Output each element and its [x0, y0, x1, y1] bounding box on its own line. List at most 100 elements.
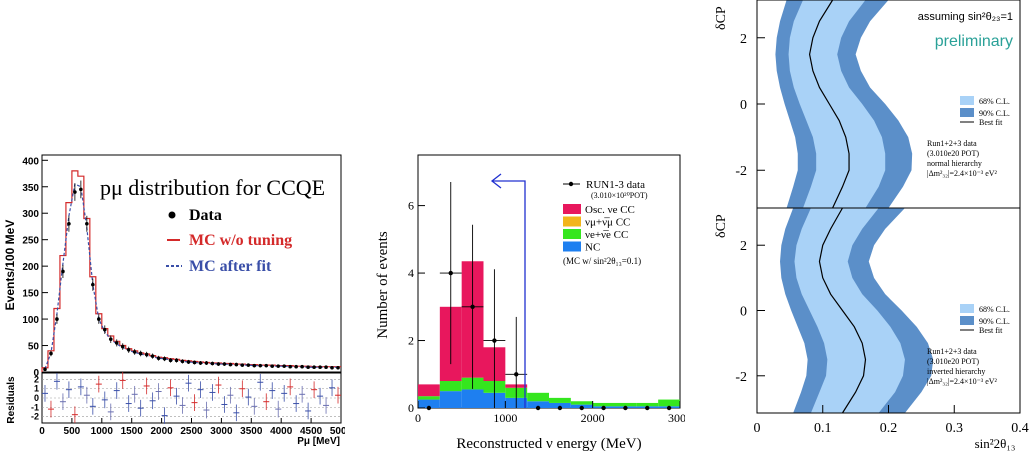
data-point: [535, 405, 541, 411]
legend-label: νe+ν̅e CC: [585, 229, 628, 241]
stack-bar: [658, 399, 680, 407]
deltacp-xlabel: sin²2θ₁₃: [975, 436, 1016, 451]
stack-bar: [549, 397, 571, 403]
data-point: [514, 372, 519, 377]
x-tick-label: 0.2: [880, 421, 898, 436]
data-point: [645, 405, 650, 411]
data-point: [114, 341, 119, 345]
y-tick-label: 350: [22, 183, 39, 194]
data-point: [73, 190, 77, 194]
cl68-band: [794, 208, 905, 413]
data-point: [579, 405, 584, 411]
data-point: [601, 405, 606, 411]
data-point: [162, 356, 167, 361]
legend-swatch: [563, 204, 581, 214]
x-tick-label: 0.1: [814, 421, 832, 436]
data-point: [623, 405, 628, 411]
y-tick-label: 400: [22, 156, 39, 167]
panel-note: (3.010e20 POT): [927, 149, 979, 158]
legend-label: Osc. νe CC: [585, 204, 635, 216]
legend-cl90-swatch: [960, 316, 974, 325]
legend-cl68-swatch: [960, 304, 974, 313]
x-tick-label: 0: [754, 421, 761, 436]
data-point: [150, 354, 155, 358]
stack-bar: [636, 402, 659, 407]
y-tick-label: 250: [22, 236, 39, 247]
x-tick-label: 2000: [150, 426, 173, 437]
data-point: [61, 269, 65, 274]
pmu-xlabel: Pμ [MeV]: [297, 436, 340, 447]
data-point: [180, 359, 185, 364]
data-point: [270, 364, 275, 368]
stack-bar: [614, 402, 637, 407]
panel-note: Run1+2+3 data: [927, 139, 977, 148]
legend-mc-note: (MC w/ sin²2θ₁₃=0.1): [563, 256, 641, 266]
data-point: [240, 363, 245, 367]
best-fit-line: [818, 207, 867, 414]
x-tick-label: 4000: [270, 426, 293, 437]
panel-note: |Δm²₃₂|=2.4×10⁻³ eV²: [927, 169, 998, 178]
data-point: [91, 282, 95, 287]
data-point: [330, 365, 334, 370]
y-tick-label: 150: [22, 289, 39, 300]
y-tick-label: 50: [28, 342, 40, 353]
x-tick-label: 2000: [581, 411, 605, 425]
data-point: [252, 363, 257, 368]
y-tick-label: 300: [22, 209, 39, 220]
panel-note: inverted hierarchy: [927, 367, 985, 376]
stack-bar: [570, 401, 593, 405]
legend-cl68-label: 68% C.L.: [979, 97, 1010, 106]
data-point: [132, 350, 137, 354]
nu-energy-chart: Number of events 0 1000 2000 3000 0 2 4 6 RUN1-…: [375, 154, 685, 452]
pmu-ylabel: Events/100 MeV: [3, 220, 17, 311]
data-point: [426, 405, 432, 411]
x-tick-label: 0.3: [946, 421, 964, 436]
y-tick-label: 200: [22, 262, 39, 273]
data-point: [470, 304, 475, 309]
data-point: [204, 361, 209, 365]
legend-data-label: RUN1-3 data: [586, 179, 645, 191]
data-point: [138, 351, 143, 356]
data-point: [492, 338, 497, 343]
stack-bar: [592, 402, 615, 407]
legend-cl90-label: 90% C.L.: [979, 317, 1010, 326]
data-point: [282, 364, 286, 368]
y-tick-label: 0: [408, 401, 414, 415]
data-point: [144, 352, 149, 357]
stack-bar: [418, 384, 440, 397]
stack-bar: [439, 381, 462, 392]
legend-best-label: Best fit: [979, 118, 1003, 127]
data-point: [108, 337, 113, 341]
data-point: [156, 356, 161, 361]
panel-note: normal hierarchy: [927, 159, 982, 168]
cut-arrow-head: [490, 173, 502, 189]
pmu-distribution-chart: Events/100 MeV Residuals 0 500 1000 1500 200…: [3, 154, 345, 447]
data-point: [222, 362, 227, 366]
y-tick-label: 100: [22, 315, 39, 326]
legend-data-marker: [168, 211, 176, 219]
data-point: [312, 365, 316, 370]
res-tick-label: -2: [31, 412, 39, 422]
legend-cl90-label: 90% C.L.: [979, 109, 1010, 118]
x-tick-label: 500: [64, 426, 81, 437]
data-point: [126, 347, 131, 352]
stack-bar: [527, 401, 549, 408]
best-fit-line: [808, 0, 850, 209]
stack-bar: [461, 389, 484, 408]
stack-bar: [527, 392, 549, 402]
data-point: [264, 363, 269, 368]
legend-data-marker: [568, 181, 574, 187]
res-tick-label: 2: [34, 374, 39, 384]
data-point: [55, 317, 59, 321]
legend-data: Data: [189, 207, 222, 224]
data-point: [294, 364, 298, 369]
deltacp-ylabel: δCP: [714, 6, 729, 30]
data-point: [666, 405, 672, 411]
data-point: [186, 360, 191, 364]
data-point: [67, 222, 71, 226]
x-tick-label: 1500: [121, 426, 144, 437]
legend-mc-notune: MC w/o tuning: [189, 232, 292, 249]
preliminary-watermark: preliminary: [935, 33, 1013, 50]
